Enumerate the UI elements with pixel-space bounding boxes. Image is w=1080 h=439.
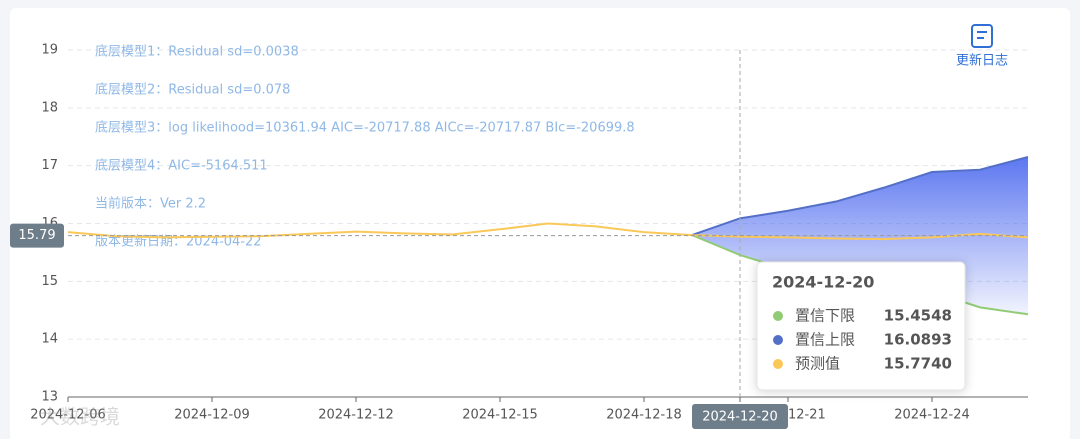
y-tick-label: 18 xyxy=(41,100,58,115)
tooltip-series-name: 置信上限 xyxy=(795,331,855,349)
x-tick-label: 2024-12-09 xyxy=(174,408,250,423)
annotation: 底层模型1：Residual sd=0.0038 xyxy=(95,44,299,60)
tooltip-value: 16.0893 xyxy=(884,331,952,349)
x-tick-label: 2024-12-18 xyxy=(606,408,682,423)
update-icon xyxy=(971,24,993,48)
annotation: 底层模型2：Residual sd=0.078 xyxy=(95,82,290,98)
y-tick-label: 14 xyxy=(41,332,58,347)
tooltip-marker xyxy=(773,311,783,321)
tooltip-value: 15.4548 xyxy=(884,307,952,325)
pointer-y-label: 15.79 xyxy=(18,228,55,243)
tooltip: 2024-12-20 置信下限 15.4548 置信上限 16.0893 预测值 15.77… xyxy=(756,261,966,391)
pointer-x-box xyxy=(692,404,788,429)
tooltip-marker xyxy=(773,335,783,345)
series-line xyxy=(691,156,1029,237)
annotation: 当前版本：Ver 2.2 xyxy=(95,196,206,212)
y-tick-label: 13 xyxy=(41,390,58,405)
pointer-y-box xyxy=(10,223,64,248)
x-tick-label: 2024-12-06 xyxy=(30,408,106,423)
tooltip-title: 2024-12-20 xyxy=(772,273,874,292)
pointer-x-label: 2024-12-20 xyxy=(702,410,778,425)
x-tick-label: 2024-12-12 xyxy=(318,408,394,423)
annotation: 底层模型4：AIC=-5164.511 xyxy=(95,158,268,174)
watermark: 大数跨境 xyxy=(40,405,120,429)
tooltip-series-name: 预测值 xyxy=(795,355,840,373)
tooltip-series-name: 置信下限 xyxy=(795,307,855,325)
tooltip-marker xyxy=(773,359,783,369)
update-label[interactable]: 更新日志 xyxy=(956,53,1008,69)
tooltip-box xyxy=(756,261,966,391)
y-tick-label: 15 xyxy=(41,274,58,289)
y-tick-label: 17 xyxy=(41,158,58,173)
series-line xyxy=(67,222,1029,241)
x-tick-label: 2024-12-24 xyxy=(894,408,970,423)
annotation: 底层模型3：log likelihood=10361.94 AIC=-20717… xyxy=(95,120,635,136)
x-tick-label: 2024-12-15 xyxy=(462,408,538,423)
y-tick-label: 19 xyxy=(41,43,58,58)
tooltip-value: 15.7740 xyxy=(884,355,952,373)
update-button[interactable]: 更新日志 xyxy=(956,24,1008,69)
